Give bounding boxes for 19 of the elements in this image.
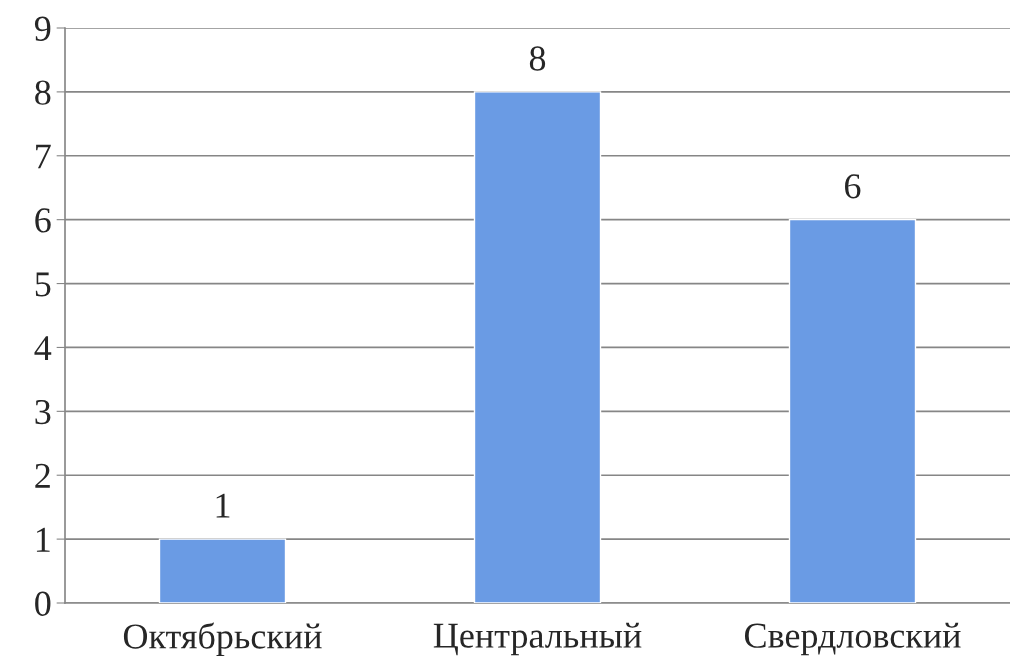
y-tick-label: 2	[35, 463, 50, 488]
y-tick-label: 1	[36, 527, 50, 552]
data-label: 8	[529, 46, 546, 71]
y-tick-label: 8	[35, 80, 51, 105]
x-tick-label: Свердловский	[744, 622, 961, 656]
bar	[158, 538, 287, 603]
y-tick-label: 5	[35, 272, 51, 297]
y-tick-label: 0	[35, 591, 51, 616]
y-tick-label: 7	[36, 144, 51, 169]
bar	[473, 91, 602, 603]
data-label: 1	[216, 493, 230, 518]
x-tick-label: Октябрьский	[123, 622, 322, 656]
y-tick-label: 9	[34, 16, 51, 41]
data-label: 6	[845, 174, 861, 199]
bar	[788, 218, 917, 603]
y-tick-label: 6	[35, 208, 51, 233]
y-tick-label: 4	[34, 336, 52, 360]
x-tick-label: Центральный	[433, 622, 642, 656]
y-tick-label: 3	[35, 399, 51, 425]
